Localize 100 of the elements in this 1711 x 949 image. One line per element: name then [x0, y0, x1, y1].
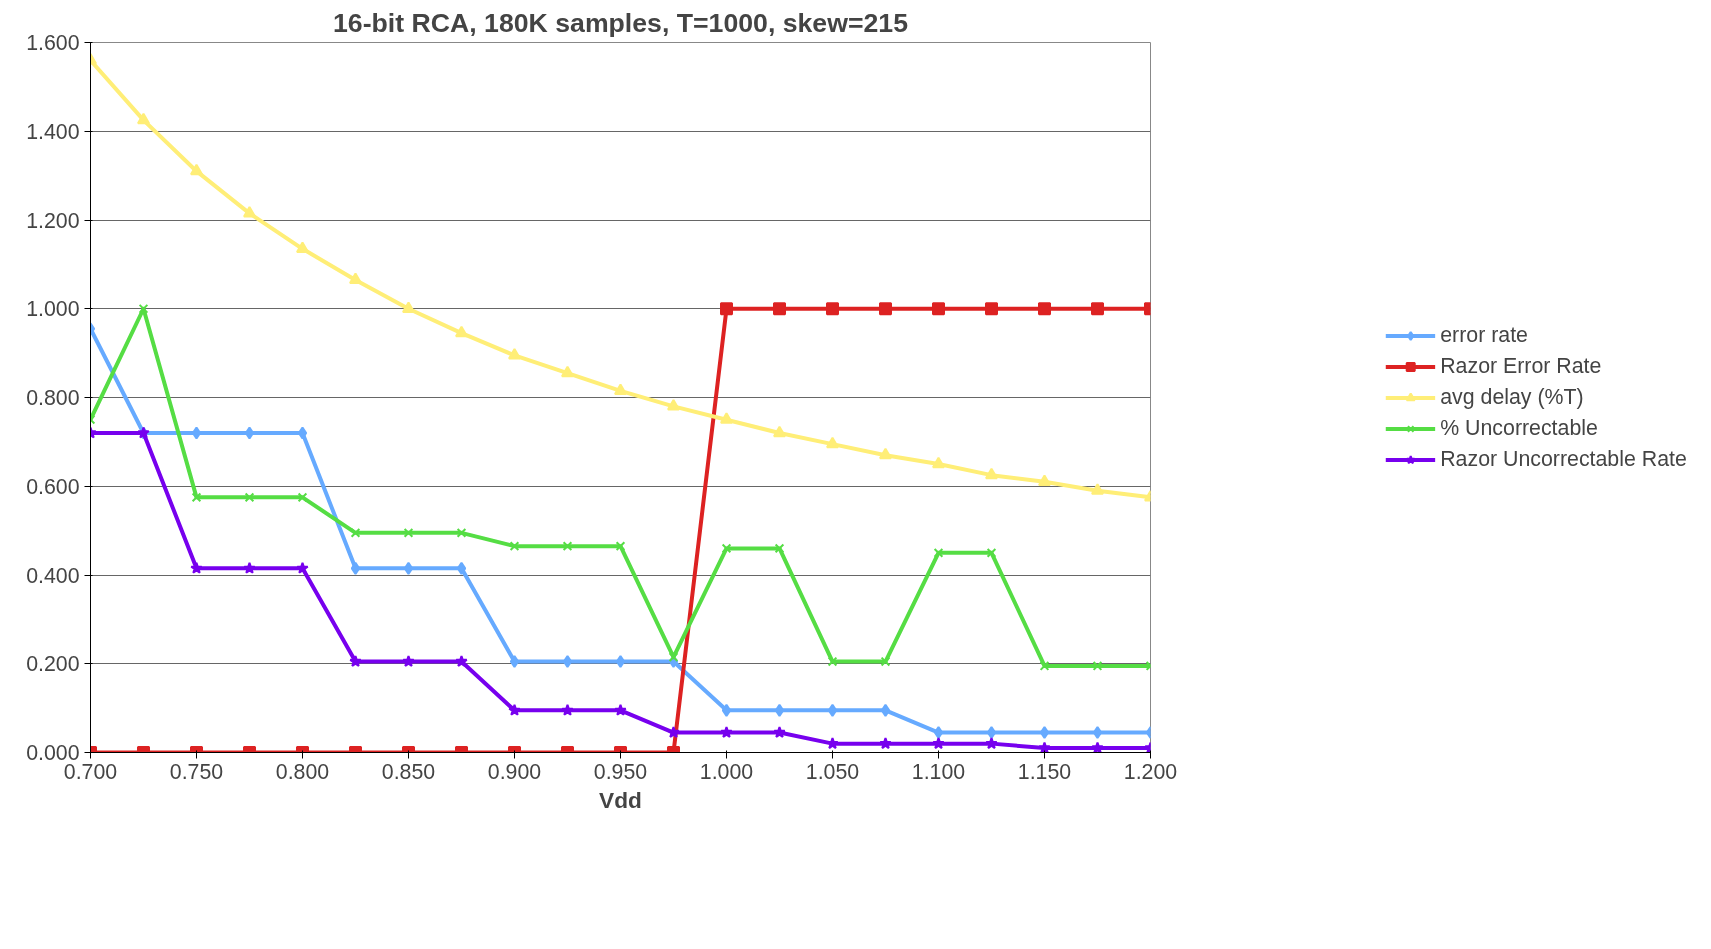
point	[721, 703, 732, 717]
point	[667, 399, 680, 411]
x-tick-label: 0.950	[593, 759, 648, 784]
point	[879, 447, 892, 460]
y-tick-label: 0.600	[26, 474, 80, 499]
point	[1038, 302, 1051, 316]
point	[349, 655, 362, 667]
point	[827, 656, 838, 667]
point	[402, 301, 415, 313]
point	[880, 703, 891, 717]
point	[350, 527, 361, 538]
point	[720, 302, 733, 316]
legend-label: % Uncorrectable	[1440, 415, 1598, 441]
point	[456, 561, 467, 575]
point	[350, 561, 361, 575]
point	[615, 541, 626, 552]
point	[932, 456, 945, 469]
point	[1092, 726, 1103, 740]
y-tick-label: 1.000	[26, 297, 80, 322]
point	[1092, 661, 1103, 671]
point	[455, 655, 468, 667]
point	[933, 547, 944, 558]
legend-label: avg delay (%T)	[1440, 384, 1584, 410]
point	[190, 561, 203, 574]
point	[826, 436, 839, 449]
chart-title: 16-bit RCA, 180K samples, T=1000, skew=215	[333, 7, 909, 38]
x-tick-label: 1.050	[805, 759, 860, 784]
point	[402, 655, 415, 667]
point	[985, 737, 998, 750]
x-axis-title: Vdd	[599, 786, 642, 813]
x-tick-label: 1.100	[911, 759, 966, 784]
point	[615, 655, 626, 669]
x-tick-label: 0.750	[169, 759, 224, 784]
legend-label: Razor Error Rate	[1440, 353, 1602, 379]
point	[986, 726, 997, 740]
point	[137, 112, 150, 125]
point	[403, 527, 414, 538]
point	[509, 541, 520, 552]
y-tick-label: 1.200	[26, 208, 80, 233]
x-tick-label: 1.150	[1017, 759, 1072, 784]
point	[138, 303, 149, 314]
point	[190, 163, 203, 176]
point	[1039, 726, 1050, 740]
point	[403, 561, 414, 575]
x-tick-label: 1.000	[699, 759, 754, 784]
y-tick-label: 0.800	[26, 386, 80, 410]
point	[296, 241, 309, 254]
point	[773, 302, 786, 316]
point	[932, 302, 945, 316]
point	[244, 426, 255, 440]
point	[720, 726, 733, 738]
x-tick-label: 1.200	[1123, 759, 1178, 784]
point	[985, 467, 998, 480]
point	[1091, 302, 1104, 316]
point	[986, 547, 997, 558]
point	[774, 703, 785, 717]
point	[721, 543, 732, 554]
point	[562, 541, 573, 552]
y-tick-label: 1.600	[26, 31, 80, 55]
point	[932, 737, 945, 750]
point	[561, 703, 574, 716]
point	[667, 726, 680, 738]
point	[880, 656, 891, 667]
y-tick-label: 0.400	[26, 563, 80, 588]
point	[879, 737, 892, 750]
point	[879, 302, 892, 316]
x-tick-label: 0.800	[275, 759, 330, 784]
point	[561, 365, 574, 378]
point	[1039, 661, 1050, 671]
point	[243, 205, 256, 218]
point	[827, 703, 838, 717]
legend-label: Razor Uncorrectable Rate	[1440, 446, 1687, 472]
point	[297, 426, 308, 440]
point	[1038, 474, 1051, 486]
point	[1038, 741, 1051, 753]
legend-label: error rate	[1440, 322, 1528, 348]
y-tick-label: 0.200	[26, 652, 80, 677]
point	[509, 655, 520, 669]
point	[1091, 483, 1104, 495]
point	[773, 425, 786, 438]
point	[191, 426, 202, 440]
point	[562, 655, 573, 669]
point	[296, 561, 309, 574]
point	[508, 347, 521, 360]
point	[614, 383, 627, 396]
point	[1091, 741, 1104, 753]
point	[243, 561, 256, 574]
point	[297, 492, 308, 503]
x-tick-label: 0.850	[381, 759, 436, 784]
point	[985, 302, 998, 316]
point	[826, 302, 839, 316]
point	[191, 492, 202, 503]
point	[455, 325, 468, 338]
x-tick-label: 0.900	[487, 759, 542, 784]
point	[720, 412, 733, 424]
point	[774, 543, 785, 554]
point	[614, 703, 627, 716]
point	[933, 726, 944, 740]
point	[773, 726, 786, 738]
point	[668, 652, 679, 662]
